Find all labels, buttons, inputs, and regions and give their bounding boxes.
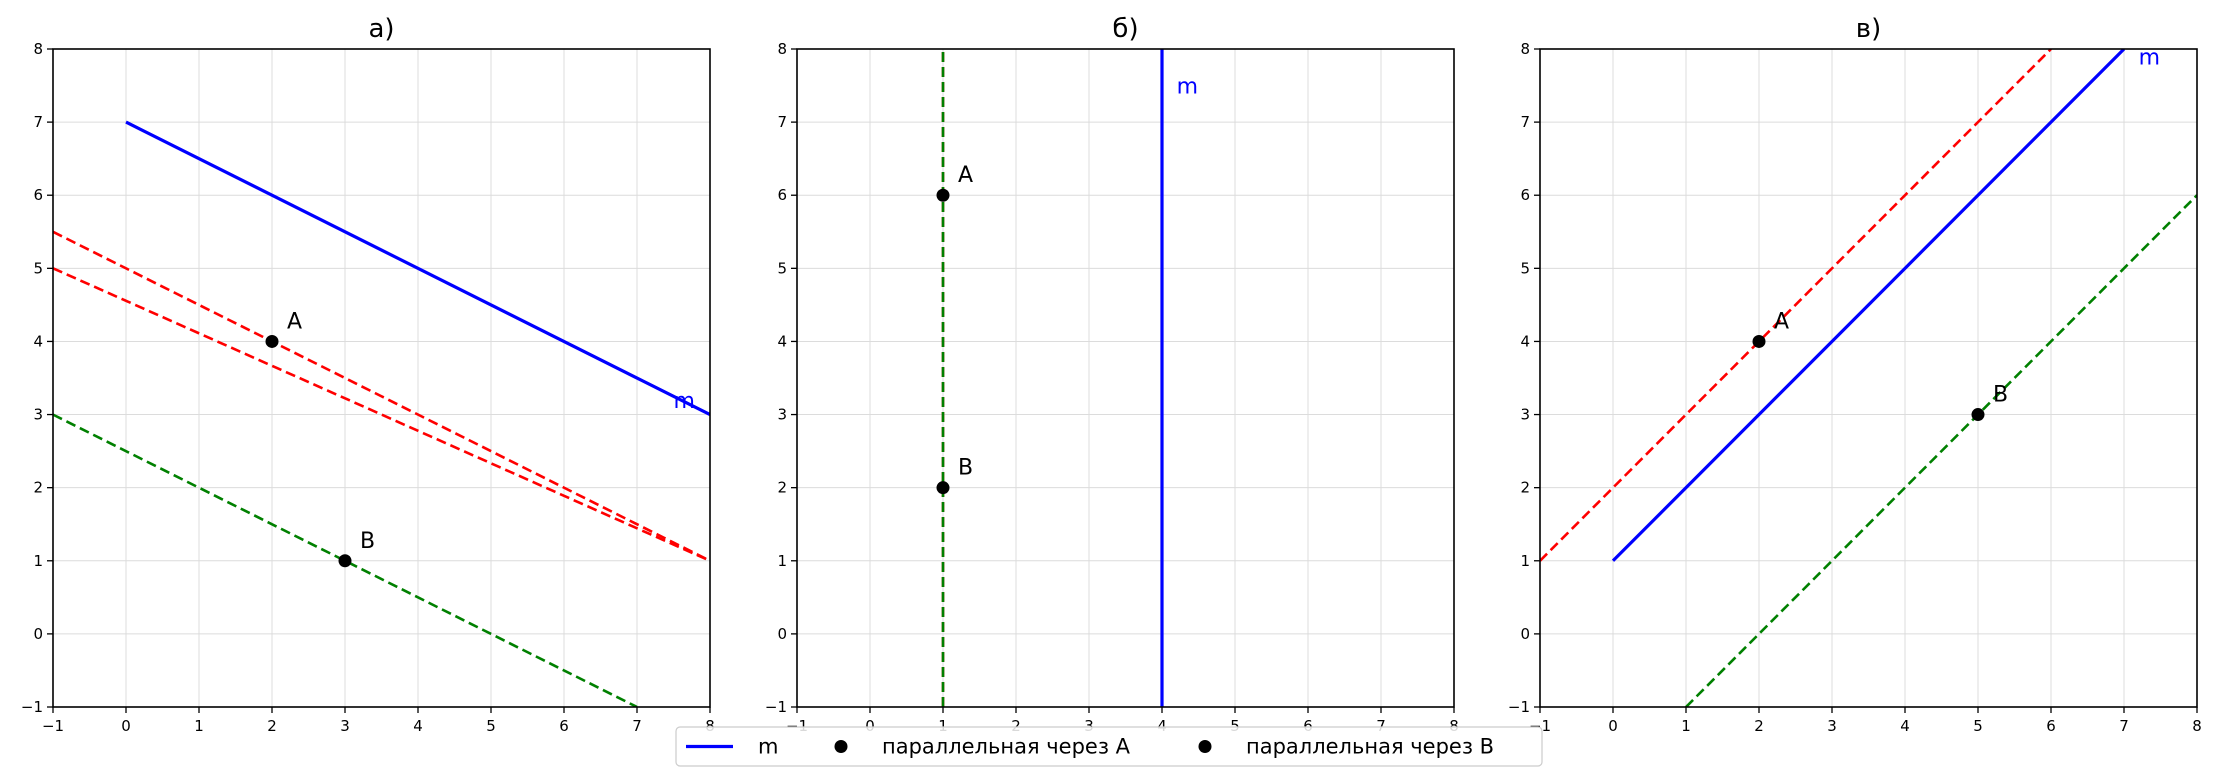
x-tick-label: 5 bbox=[1973, 717, 1983, 735]
y-tick-label: 1 bbox=[777, 552, 787, 570]
line-label-m: m bbox=[1177, 75, 1198, 100]
y-tick-label: 8 bbox=[777, 40, 787, 58]
point-label-B: B bbox=[360, 529, 375, 554]
y-tick-label: 5 bbox=[1520, 259, 1530, 277]
point-label-A: A bbox=[958, 163, 973, 188]
y-tick-label: 6 bbox=[777, 186, 787, 204]
point-B bbox=[936, 481, 950, 495]
legend-box bbox=[675, 726, 1543, 767]
point-B bbox=[1971, 408, 1985, 422]
x-tick-label: 2 bbox=[267, 717, 277, 735]
axes-frame bbox=[1539, 48, 2198, 708]
x-tick-label: 3 bbox=[340, 717, 350, 735]
line-label-m: m bbox=[2139, 45, 2160, 70]
panel-title: в) bbox=[1856, 14, 1881, 44]
x-tick-label: 8 bbox=[1449, 717, 1459, 735]
y-tick-label: 6 bbox=[1520, 186, 1530, 204]
y-tick-label: 4 bbox=[33, 332, 43, 350]
panel-title: а) bbox=[368, 14, 394, 44]
y-tick-label: 5 bbox=[777, 259, 787, 277]
y-tick-label: 8 bbox=[33, 40, 43, 58]
x-tick-label: 0 bbox=[121, 717, 131, 735]
x-tick-label: 6 bbox=[1303, 717, 1313, 735]
x-tick-label: 2 bbox=[1011, 717, 1021, 735]
point-B bbox=[338, 554, 352, 568]
x-tick-label: 4 bbox=[1900, 717, 1910, 735]
point-A bbox=[1752, 334, 1766, 348]
y-tick-label: 1 bbox=[1520, 552, 1530, 570]
line-parallel-B bbox=[1685, 194, 2197, 707]
x-tick-label: 7 bbox=[1376, 717, 1386, 735]
line-parallel-B bbox=[53, 413, 638, 707]
legend-label: параллельная через B bbox=[1246, 735, 1494, 759]
y-tick-label: 1 bbox=[33, 552, 43, 570]
x-tick-label: 8 bbox=[2192, 717, 2202, 735]
y-tick-label: 3 bbox=[1520, 406, 1530, 424]
y-tick-label: 0 bbox=[33, 625, 43, 643]
x-tick-label: −1 bbox=[42, 717, 64, 735]
x-tick-label: 3 bbox=[1827, 717, 1837, 735]
line-parallel-A bbox=[1540, 49, 2052, 562]
x-tick-label: 6 bbox=[559, 717, 569, 735]
x-tick-label: 7 bbox=[632, 717, 642, 735]
panel-title: б) bbox=[1112, 14, 1138, 44]
y-tick-label: 7 bbox=[1520, 113, 1530, 131]
legend: m параллельная через A параллельная через … bbox=[675, 726, 1543, 767]
line-label-m: m bbox=[674, 389, 695, 414]
line-parallel-A bbox=[53, 230, 710, 562]
x-tick-label: 4 bbox=[1157, 717, 1167, 735]
y-tick-label: 6 bbox=[33, 186, 43, 204]
y-tick-label: 8 bbox=[1520, 40, 1530, 58]
x-tick-label: 7 bbox=[2119, 717, 2129, 735]
axes-frame bbox=[796, 48, 1455, 708]
y-tick-label: −1 bbox=[765, 698, 787, 716]
line-m bbox=[1611, 49, 2126, 562]
y-tick-label: 3 bbox=[777, 406, 787, 424]
x-tick-label: 1 bbox=[938, 717, 948, 735]
y-tick-label: 7 bbox=[777, 113, 787, 131]
x-tick-label: 6 bbox=[2046, 717, 2056, 735]
x-tick-label: 5 bbox=[1230, 717, 1240, 735]
x-tick-label: 5 bbox=[486, 717, 496, 735]
y-tick-label: −1 bbox=[21, 698, 43, 716]
y-tick-label: 7 bbox=[33, 113, 43, 131]
x-tick-label: 1 bbox=[1681, 717, 1691, 735]
legend-label: параллельная через A bbox=[882, 735, 1131, 759]
point-A bbox=[265, 334, 279, 348]
legend-label: m bbox=[758, 735, 778, 759]
x-tick-label: 2 bbox=[1754, 717, 1764, 735]
y-tick-label: 2 bbox=[777, 479, 787, 497]
x-tick-label: 0 bbox=[865, 717, 875, 735]
point-A bbox=[936, 188, 950, 202]
y-tick-label: 3 bbox=[33, 406, 43, 424]
x-tick-label: 0 bbox=[1608, 717, 1618, 735]
legend-swatch-dot bbox=[834, 740, 848, 753]
y-tick-label: 4 bbox=[1520, 332, 1530, 350]
x-tick-label: 8 bbox=[705, 717, 715, 735]
y-tick-label: −1 bbox=[1508, 698, 1530, 716]
axes-frame bbox=[52, 48, 711, 708]
y-tick-label: 2 bbox=[1520, 479, 1530, 497]
y-tick-label: 0 bbox=[777, 625, 787, 643]
y-tick-label: 2 bbox=[33, 479, 43, 497]
point-label-B: B bbox=[1993, 383, 2008, 408]
y-tick-label: 5 bbox=[33, 259, 43, 277]
x-tick-label: 1 bbox=[194, 717, 204, 735]
line-m bbox=[125, 120, 710, 417]
point-label-A: A bbox=[287, 309, 302, 334]
x-tick-label: 4 bbox=[413, 717, 423, 735]
legend-swatch-dot bbox=[1198, 740, 1212, 753]
x-tick-label: 3 bbox=[1084, 717, 1094, 735]
point-label-B: B bbox=[958, 456, 973, 481]
y-tick-label: 0 bbox=[1520, 625, 1530, 643]
point-label-A: A bbox=[1774, 309, 1789, 334]
panel-1: A Bm −1 0 1 2 3 4 5 6 7 8 −1 0 1 2 3 4 5 6 7 8 а) bbox=[21, 14, 715, 735]
y-tick-label: 4 bbox=[777, 332, 787, 350]
